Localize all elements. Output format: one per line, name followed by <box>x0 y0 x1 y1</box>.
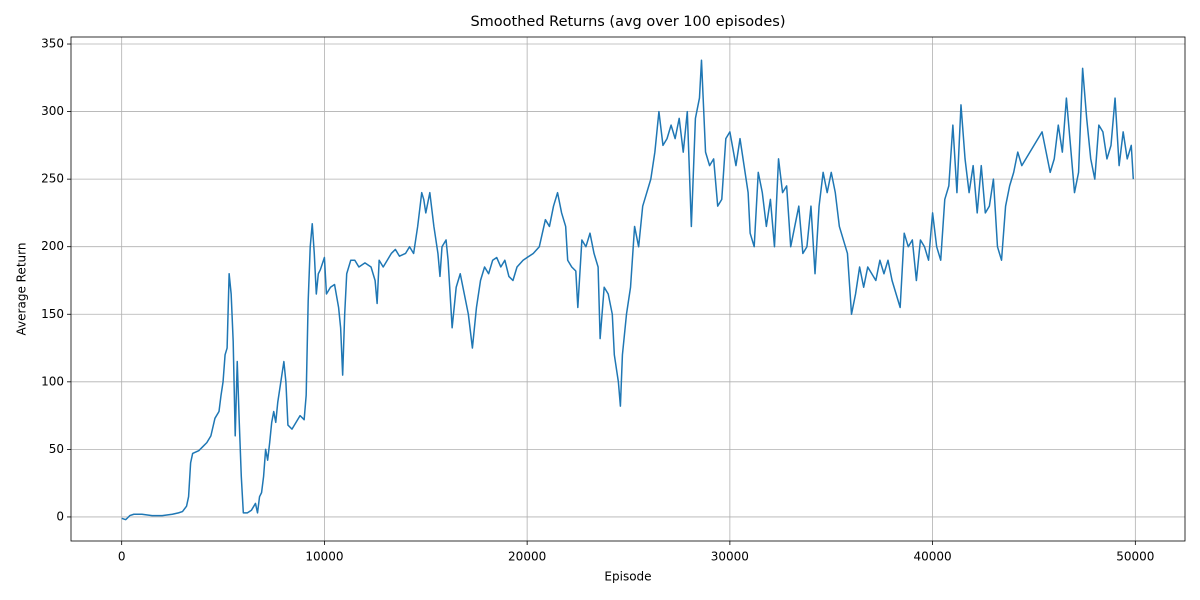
y-tick-label: 100 <box>41 374 64 388</box>
y-tick-label: 0 <box>56 509 64 523</box>
y-tick-label: 200 <box>41 239 64 253</box>
y-tick-label: 300 <box>41 104 64 118</box>
x-tick-label: 40000 <box>914 550 952 564</box>
y-tick-label: 150 <box>41 307 64 321</box>
x-axis-label: Episode <box>604 570 651 584</box>
x-tick-label: 0 <box>118 550 126 564</box>
x-tick-label: 30000 <box>711 550 749 564</box>
chart-title: Smoothed Returns (avg over 100 episodes) <box>470 14 785 30</box>
x-tick-label: 10000 <box>305 550 343 564</box>
y-tick-label: 250 <box>41 172 64 186</box>
y-axis-label: Average Return <box>15 243 29 336</box>
y-tick-label: 50 <box>49 442 64 456</box>
plot-frame <box>70 36 1186 542</box>
x-tick-label: 20000 <box>508 550 546 564</box>
y-tick-label: 350 <box>41 37 64 51</box>
x-tick-label: 50000 <box>1116 550 1154 564</box>
data-line <box>121 59 1135 521</box>
